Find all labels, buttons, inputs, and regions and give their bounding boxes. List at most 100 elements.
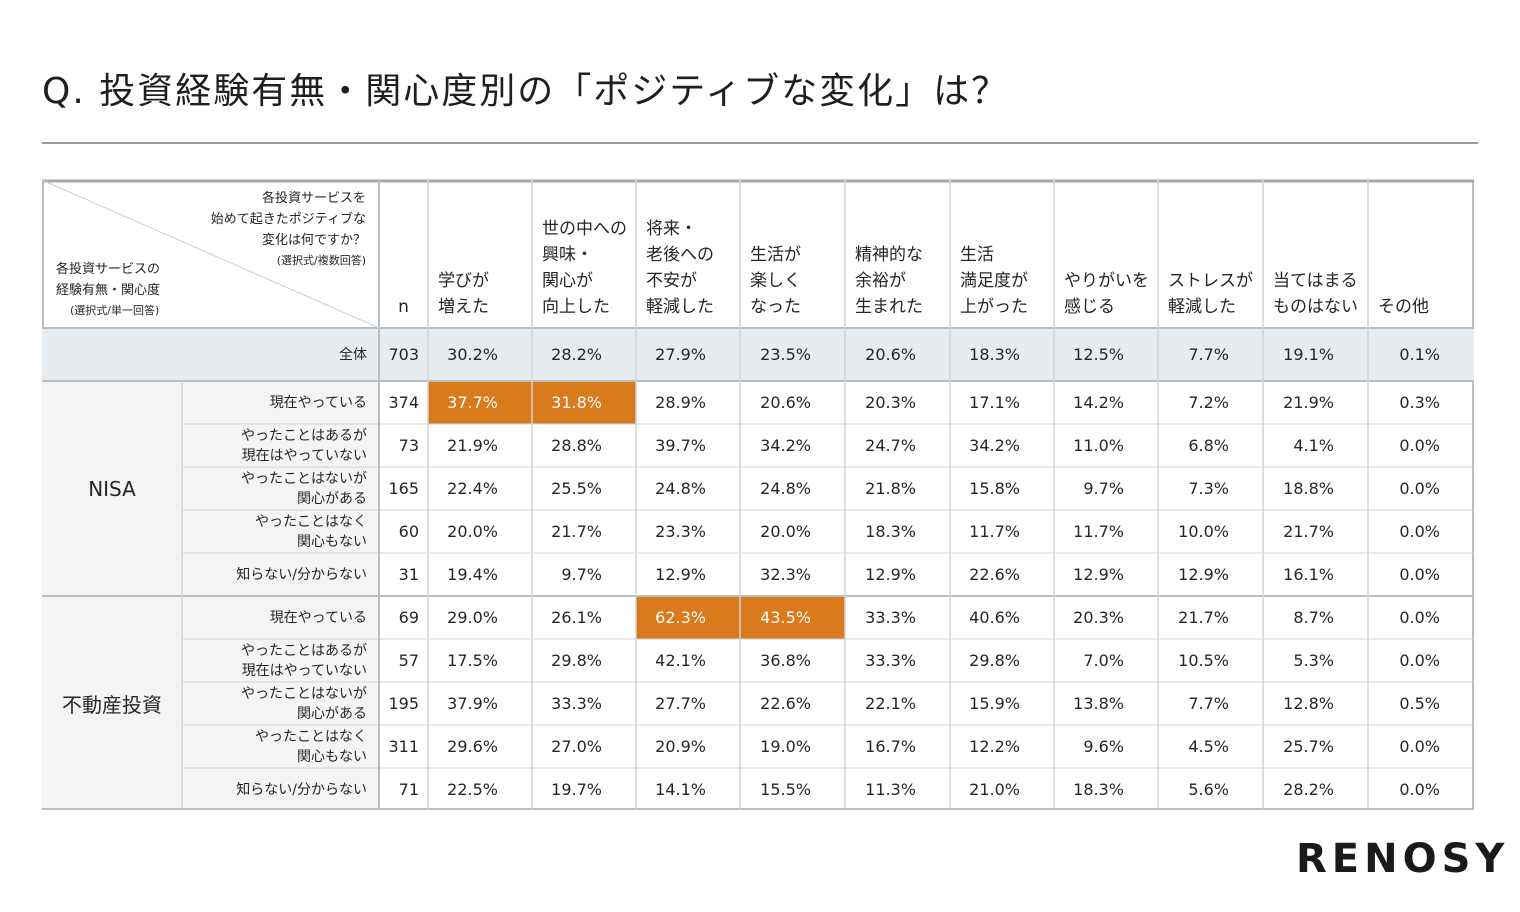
- total-value-cell: 28.2%: [551, 345, 602, 364]
- column-header: ストレスが 軽減した: [1168, 271, 1253, 317]
- value-cell: 12.9%: [655, 565, 706, 584]
- total-value-cell: 27.9%: [655, 345, 706, 364]
- row-label: やったことはないが 関心がある: [241, 470, 367, 507]
- value-cell: 15.9%: [969, 694, 1020, 713]
- value-cell: 11.7%: [1073, 522, 1124, 541]
- value-cell: 29.0%: [447, 608, 498, 627]
- value-cell: 12.9%: [1178, 565, 1229, 584]
- column-header: その他: [1378, 297, 1429, 317]
- value-cell: 22.4%: [447, 479, 498, 498]
- row-label: 知らない/分からない: [236, 781, 367, 798]
- row-n: 73: [398, 436, 419, 455]
- column-header: 学びが 増えた: [438, 271, 489, 317]
- value-cell: 6.8%: [1188, 436, 1229, 455]
- value-cell: 10.0%: [1178, 522, 1229, 541]
- value-cell: 0.0%: [1399, 565, 1440, 584]
- row-n: 69: [398, 608, 419, 627]
- value-cell: 27.0%: [551, 737, 602, 756]
- total-value-cell: 19.1%: [1283, 345, 1334, 364]
- value-cell: 4.1%: [1293, 436, 1334, 455]
- row-n: 60: [398, 522, 419, 541]
- value-cell: 21.9%: [447, 436, 498, 455]
- value-cell: 26.1%: [551, 608, 602, 627]
- value-cell: 23.3%: [655, 522, 706, 541]
- value-cell: 19.4%: [447, 565, 498, 584]
- value-cell: 22.5%: [447, 780, 498, 799]
- row-label: やったことはなく 関心もない: [255, 513, 367, 550]
- value-cell: 11.3%: [865, 780, 916, 799]
- value-cell: 13.8%: [1073, 694, 1124, 713]
- value-cell: 15.8%: [969, 479, 1020, 498]
- value-cell: 7.3%: [1188, 479, 1229, 498]
- value-cell: 36.8%: [760, 651, 811, 670]
- value-cell: 33.3%: [865, 608, 916, 627]
- row-n: 71: [398, 780, 419, 799]
- value-cell: 7.2%: [1188, 393, 1229, 412]
- value-cell: 20.9%: [655, 737, 706, 756]
- row-label: やったことはあるが 現在はやっていない: [241, 642, 367, 679]
- value-cell: 0.0%: [1399, 608, 1440, 627]
- value-cell: 9.6%: [1083, 737, 1124, 756]
- value-cell: 5.6%: [1188, 780, 1229, 799]
- value-cell: 9.7%: [1083, 479, 1124, 498]
- value-cell: 0.0%: [1399, 436, 1440, 455]
- value-cell: 22.6%: [760, 694, 811, 713]
- row-label: 現在やっている: [269, 609, 367, 626]
- value-cell: 16.1%: [1283, 565, 1334, 584]
- value-cell: 12.9%: [865, 565, 916, 584]
- column-header: 精神的な 余裕が 生まれた: [855, 245, 923, 317]
- value-cell: 25.5%: [551, 479, 602, 498]
- value-cell: 20.6%: [760, 393, 811, 412]
- value-cell: 20.0%: [760, 522, 811, 541]
- total-value-cell: 23.5%: [760, 345, 811, 364]
- value-cell: 19.0%: [760, 737, 811, 756]
- highlighted-value-cell: 37.7%: [428, 381, 532, 424]
- group-label-bg: [42, 596, 379, 810]
- row-n: 31: [398, 565, 419, 584]
- corner-segment-text: 各投資サービスの 経験有無・関心度: [56, 262, 161, 298]
- corner-question-note: (選択式/複数回答): [276, 254, 366, 267]
- value-cell: 32.3%: [760, 565, 811, 584]
- value-cell: 21.7%: [1178, 608, 1229, 627]
- value-cell: 24.7%: [865, 436, 916, 455]
- value-cell: 24.8%: [760, 479, 811, 498]
- value-cell: 7.0%: [1083, 651, 1124, 670]
- value-cell: 5.3%: [1293, 651, 1334, 670]
- value-cell: 33.3%: [865, 651, 916, 670]
- row-n: 311: [388, 737, 419, 756]
- value-cell: 21.7%: [1283, 522, 1334, 541]
- value-cell: 24.8%: [655, 479, 706, 498]
- page-title: Q. 投資経験有無・関心度別の「ポジティブな変化」は？: [42, 71, 1010, 112]
- row-label: やったことはあるが 現在はやっていない: [241, 427, 367, 464]
- row-label: 知らない/分からない: [236, 566, 367, 583]
- row-n: 165: [388, 479, 419, 498]
- total-value-cell: 20.6%: [865, 345, 916, 364]
- highlighted-value-cell: 43.5%: [740, 596, 845, 639]
- value-cell: 28.8%: [551, 436, 602, 455]
- row-n: 195: [388, 694, 419, 713]
- value-cell: 10.5%: [1178, 651, 1229, 670]
- value-cell: 28.9%: [655, 393, 706, 412]
- row-label: やったことはないが 関心がある: [241, 685, 367, 722]
- column-header: 生活 満足度が 上がった: [960, 245, 1028, 317]
- value-cell: 0.0%: [1399, 780, 1440, 799]
- value-cell: 21.8%: [865, 479, 916, 498]
- value-cell: 14.2%: [1073, 393, 1124, 412]
- renosy-logo: RENOSY: [1296, 836, 1510, 882]
- group-label: 不動産投資: [62, 692, 162, 717]
- group-label-bg: [42, 381, 379, 596]
- value-cell: 20.3%: [865, 393, 916, 412]
- value-cell: 11.7%: [969, 522, 1020, 541]
- total-value-cell: 7.7%: [1188, 345, 1229, 364]
- value-cell: 34.2%: [760, 436, 811, 455]
- value-cell: 0.0%: [1399, 651, 1440, 670]
- value-cell: 37.9%: [447, 694, 498, 713]
- value-cell: 9.7%: [561, 565, 602, 584]
- value-cell: 14.1%: [655, 780, 706, 799]
- value-cell: 42.1%: [655, 651, 706, 670]
- value-cell: 18.3%: [1073, 780, 1124, 799]
- value-cell: 0.0%: [1399, 479, 1440, 498]
- row-n: 57: [398, 651, 419, 670]
- value-cell: 17.5%: [447, 651, 498, 670]
